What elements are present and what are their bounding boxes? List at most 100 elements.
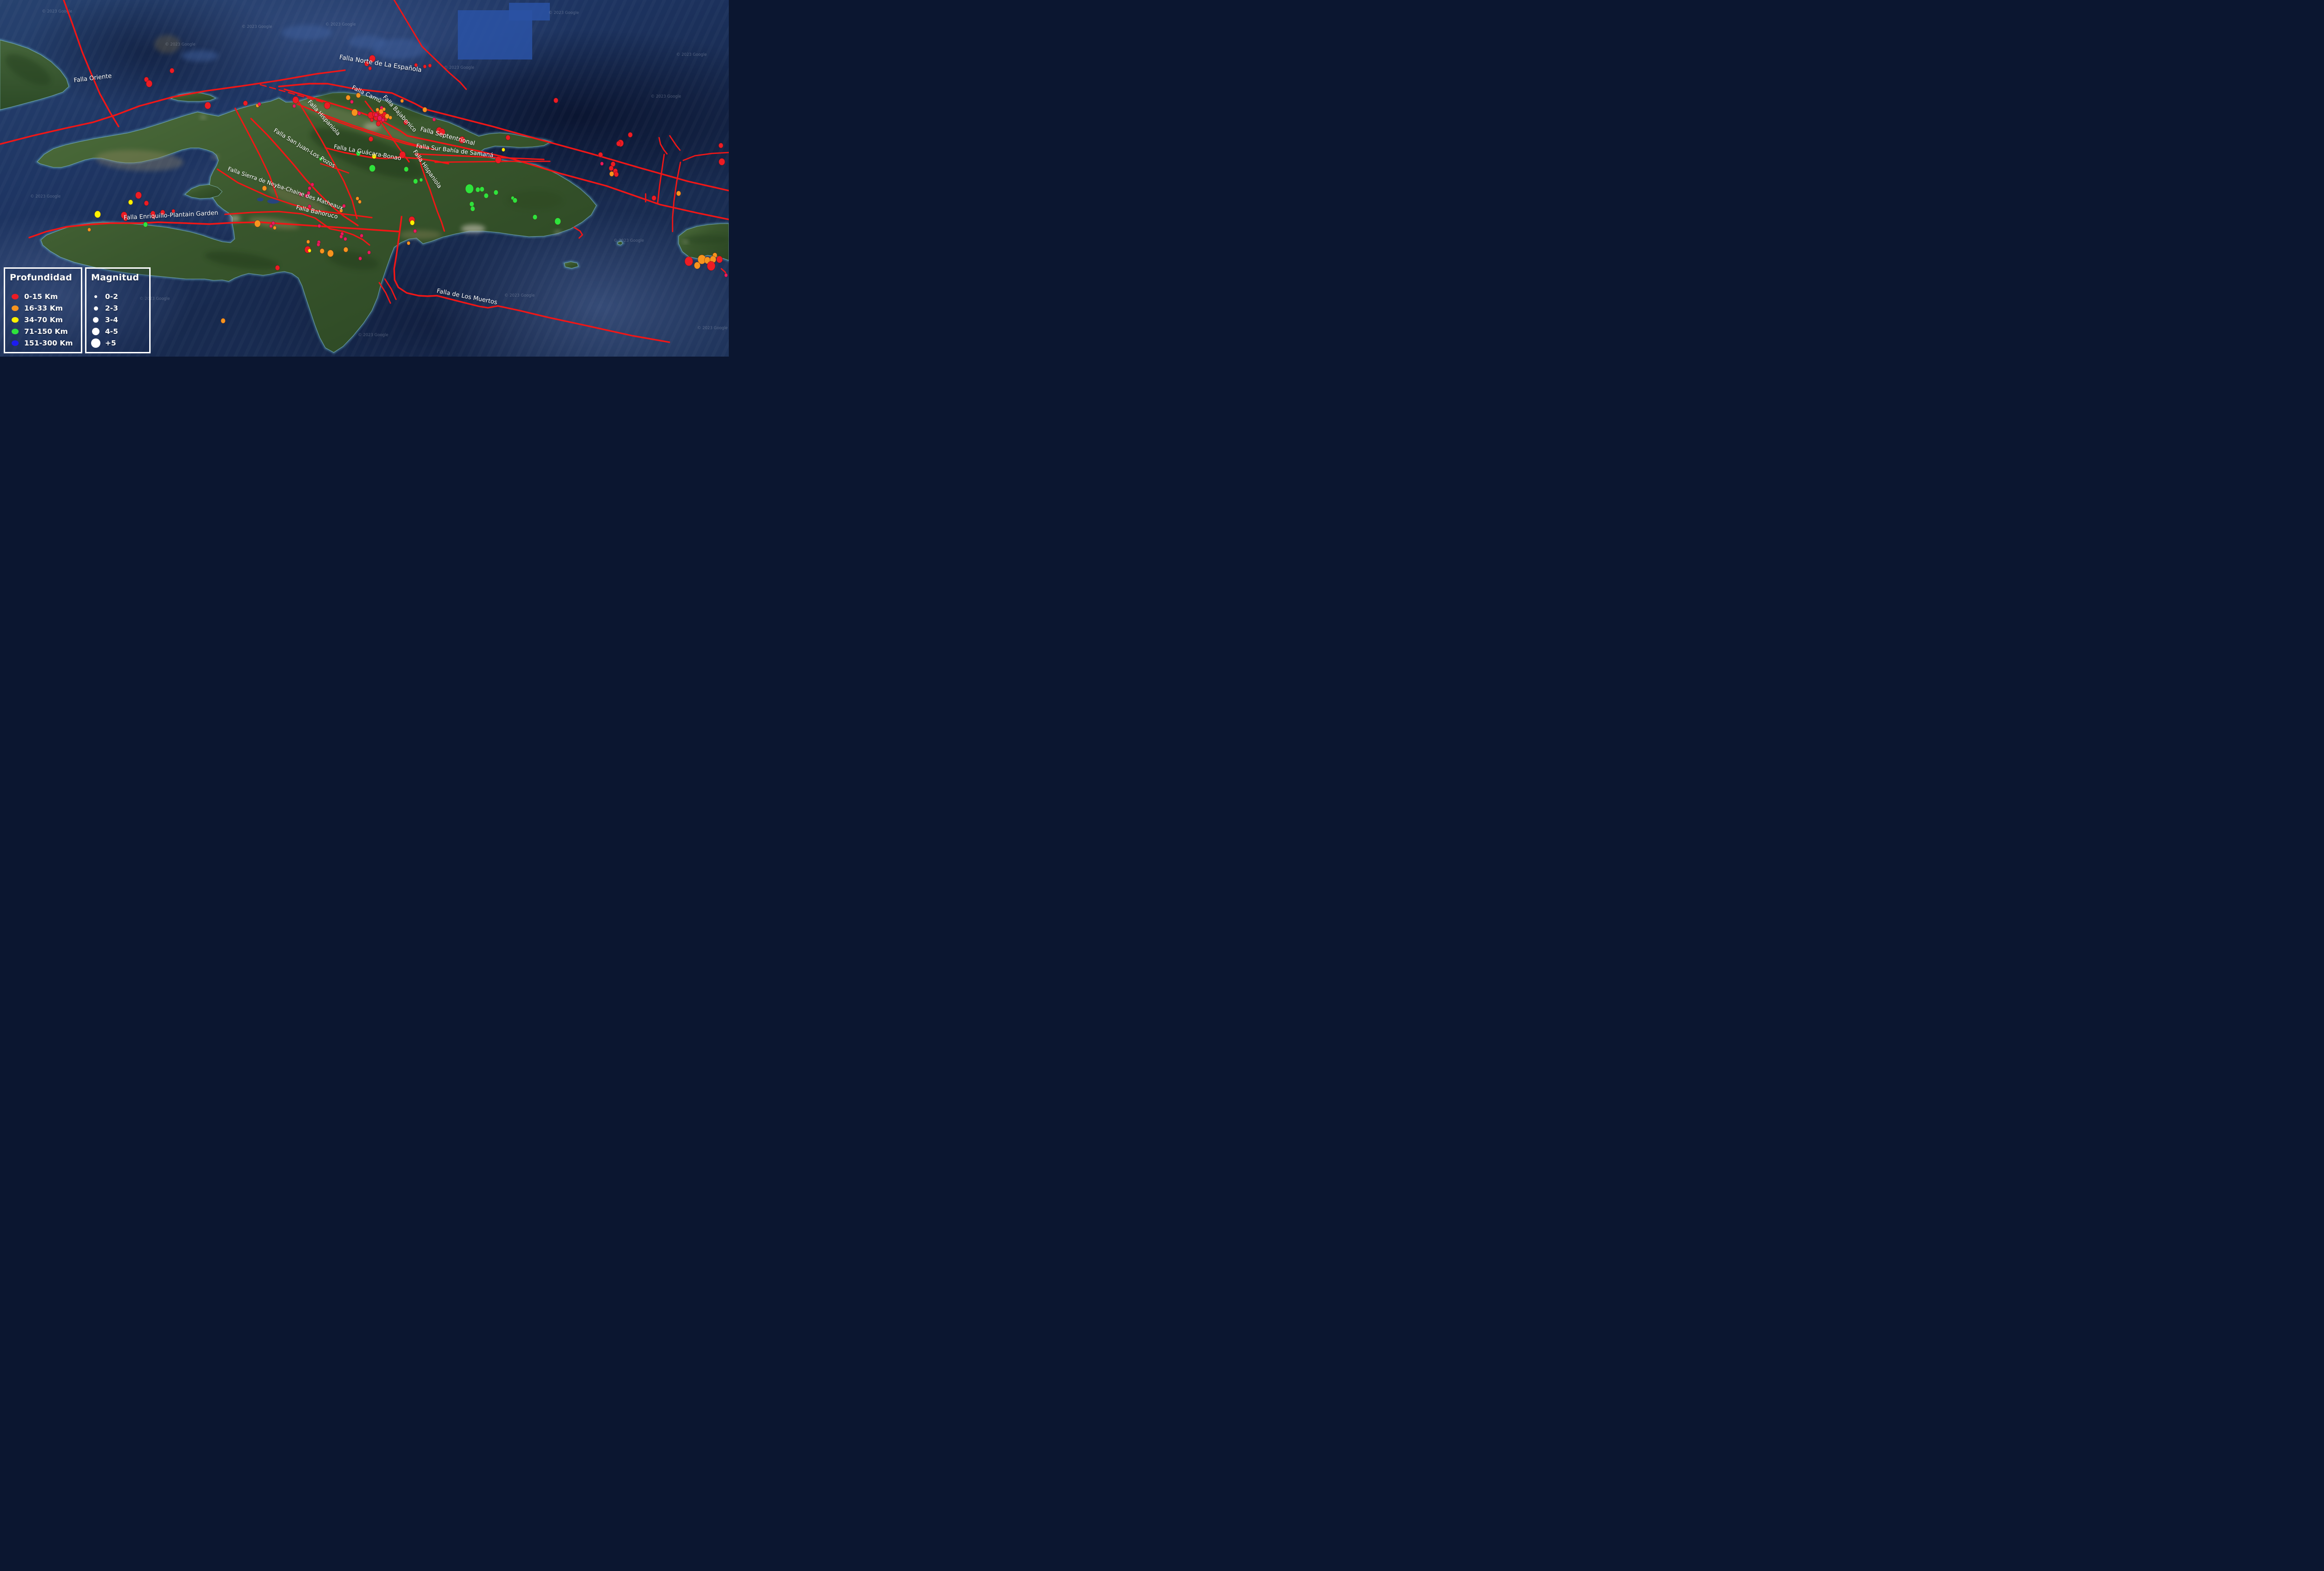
legend-depth-title: Profundidad: [10, 272, 73, 283]
quake-dot: [144, 200, 149, 206]
quake-dot: [377, 115, 383, 121]
quake-dot: [724, 273, 728, 278]
quake-dot: [257, 102, 261, 106]
google-watermark: © 2023 Google: [42, 9, 73, 14]
quake-dot: [475, 187, 481, 192]
legend-depth-row: 151-300 Km: [5, 339, 81, 347]
quake-dot: [369, 55, 376, 62]
terrain-shading: [5, 35, 729, 270]
quake-dot: [376, 121, 381, 126]
quake-dot: [470, 206, 475, 212]
map-canvas[interactable]: © 2023 Google © 2023 Google © 2023 Google ©…: [0, 0, 729, 357]
fault-line-hispaniola-west: [234, 107, 278, 199]
quake-dot: [505, 135, 511, 140]
quake-dot: [502, 147, 505, 152]
fault-line-guacara-spur: [320, 163, 350, 174]
satellite-map: © 2023 Google © 2023 Google © 2023 Google ©…: [0, 0, 729, 354]
legend-magnitude-label: +5: [105, 339, 116, 347]
quake-dot: [432, 117, 436, 122]
legend-magnitude-label: 4-5: [105, 327, 119, 336]
quake-dot: [627, 132, 633, 138]
quake-dot: [706, 261, 716, 271]
legend-magnitude-row: 4-5: [86, 327, 149, 336]
quake-dot: [327, 250, 334, 257]
magnitude-swatch: [92, 328, 99, 335]
quake-dot: [150, 211, 156, 216]
magnitude-swatch: [93, 317, 99, 323]
fault-label-oriente: Falla Oriente: [73, 73, 112, 84]
legend-magnitude-row: 3-4: [86, 316, 149, 324]
quake-dot: [356, 93, 361, 98]
quake-dot: [254, 220, 261, 227]
quake-dot: [269, 224, 273, 228]
quake-dot: [275, 265, 280, 271]
google-watermark: © 2023 Google: [697, 326, 728, 331]
fault-line-oriente-cuba: [63, 0, 119, 127]
quake-dot: [368, 66, 372, 71]
fault-line-hispaniola-north: [297, 99, 358, 219]
legend-magnitude-row: 0-2: [86, 292, 149, 301]
quake-dot: [358, 256, 362, 261]
quake-dot: [123, 216, 128, 221]
legend-depth-label: 71-150 Km: [24, 327, 68, 336]
quake-dot: [220, 318, 226, 324]
quake-dot: [360, 233, 363, 238]
island-saona: [564, 261, 579, 269]
legend-depth-label: 151-300 Km: [24, 339, 73, 347]
depth-swatch: [12, 305, 19, 311]
quake-dot: [555, 218, 561, 225]
quake-dot: [351, 109, 358, 116]
quake-dot: [317, 242, 320, 247]
legend-magnitude-label: 2-3: [105, 304, 119, 312]
fault-lines: [0, 0, 729, 343]
quake-dot: [339, 234, 343, 239]
quake-dot: [306, 239, 310, 244]
quake-dot: [469, 201, 475, 207]
magnitude-swatch: [94, 295, 97, 298]
quake-dot: [304, 193, 308, 198]
quake-dot: [512, 198, 518, 203]
quake-dot: [719, 158, 725, 166]
fault-line-samana-spur: [434, 160, 551, 163]
fault-line-mona-hook-a: [658, 137, 668, 155]
quake-dot: [532, 214, 538, 220]
quake-dot: [419, 178, 423, 182]
google-watermark: © 2023 Google: [614, 239, 644, 243]
fault-line-la-guacara-bonao: [324, 147, 449, 165]
google-watermark: © 2023 Google: [30, 194, 61, 199]
quake-dot: [413, 179, 418, 184]
quake-dot: [378, 109, 384, 114]
quake-dot: [343, 237, 347, 241]
depth-swatch: [12, 340, 19, 346]
quake-dot: [308, 248, 311, 253]
quake-dot: [292, 104, 296, 108]
quake-dot: [553, 98, 559, 103]
lakes: [257, 198, 279, 204]
quake-dot: [403, 166, 409, 172]
quake-dot: [609, 171, 614, 177]
fault-line-hispaniola-south: [417, 152, 445, 232]
fault-line-bahoruco: [224, 211, 370, 246]
quake-dot: [718, 143, 724, 148]
fault-line-san-juan-los-pozos: [250, 118, 359, 226]
quake-dot: [694, 262, 700, 269]
quake-dot: [400, 99, 404, 103]
fault-line-enriquillo-plantain-garden: [28, 221, 400, 239]
quake-dot: [87, 227, 91, 232]
depth-swatch: [12, 294, 19, 299]
legend-depth-row: 0-15 Km: [5, 292, 81, 301]
quake-dot: [439, 128, 445, 136]
flat-imagery-patches: [458, 3, 550, 60]
quake-dot: [317, 224, 321, 228]
quake-dot: [357, 111, 361, 116]
quake-dot: [368, 136, 374, 142]
quake-dot: [319, 157, 323, 161]
quake-dot: [616, 141, 621, 146]
quake-dot: [614, 172, 619, 177]
legend-depth-row: 71-150 Km: [5, 327, 81, 336]
quake-dot: [413, 229, 417, 233]
quake-dot: [676, 191, 681, 196]
quake-dot: [271, 221, 275, 225]
quake-dot: [389, 115, 392, 120]
legend-depth-label: 16-33 Km: [24, 304, 63, 312]
